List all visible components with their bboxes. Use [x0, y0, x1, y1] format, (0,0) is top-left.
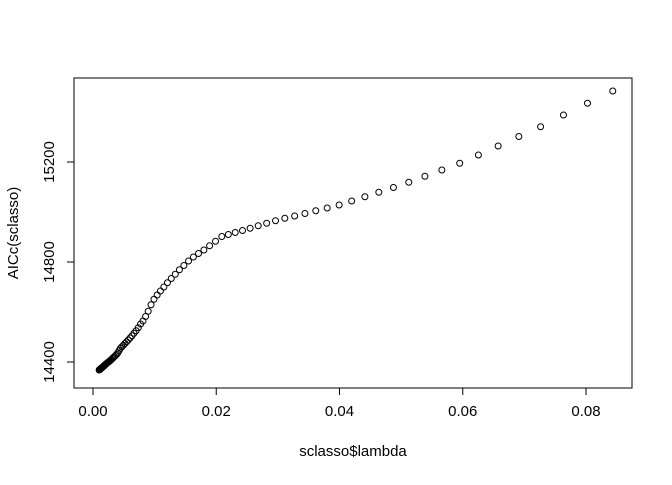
x-axis-title: sclasso$lambda — [299, 443, 407, 460]
point — [180, 262, 188, 269]
point — [175, 266, 183, 274]
point — [144, 307, 152, 315]
point — [281, 214, 289, 222]
point — [537, 123, 545, 131]
point — [185, 257, 193, 265]
point — [246, 224, 254, 232]
point — [212, 237, 220, 245]
point — [515, 133, 523, 140]
point — [124, 336, 132, 344]
point — [584, 99, 592, 107]
point — [405, 178, 413, 186]
point — [421, 172, 429, 180]
point — [134, 324, 142, 332]
point — [263, 219, 271, 227]
point — [167, 275, 175, 282]
point — [200, 246, 208, 254]
point — [272, 217, 280, 225]
point — [559, 111, 567, 119]
point — [163, 279, 171, 287]
point — [361, 193, 369, 201]
point — [494, 142, 502, 150]
plot-frame — [73, 77, 633, 389]
point — [301, 210, 309, 217]
point — [474, 151, 482, 159]
point — [110, 353, 118, 360]
point — [323, 204, 331, 212]
point — [609, 87, 617, 95]
x-tick-label: 0.04 — [325, 403, 354, 420]
point — [147, 301, 155, 309]
point — [335, 201, 343, 209]
x-tick-label: 0.00 — [78, 403, 107, 420]
y-tick-label: 15200 — [41, 141, 58, 183]
y-axis-title: AICc(sclasso) — [5, 187, 22, 280]
point — [438, 166, 446, 174]
point — [224, 231, 232, 238]
x-tick-label: 0.06 — [448, 403, 477, 420]
point — [160, 283, 168, 291]
point — [150, 295, 158, 303]
point — [312, 207, 320, 215]
point — [291, 212, 299, 220]
point — [126, 334, 134, 342]
point — [123, 338, 131, 346]
x-tick-label: 0.08 — [571, 403, 600, 420]
x-tick-label: 0.02 — [202, 403, 231, 420]
point — [348, 197, 356, 205]
point — [171, 270, 179, 278]
point — [375, 188, 383, 196]
point — [156, 287, 164, 295]
point — [153, 291, 161, 299]
point — [238, 227, 246, 234]
point — [194, 250, 202, 257]
point — [456, 159, 464, 167]
point — [218, 233, 226, 240]
y-tick-label: 14800 — [41, 241, 58, 283]
point — [389, 184, 397, 191]
y-tick-label: 14400 — [41, 341, 58, 383]
point — [254, 222, 262, 230]
point — [231, 229, 239, 236]
point — [189, 253, 197, 261]
point — [206, 242, 214, 250]
